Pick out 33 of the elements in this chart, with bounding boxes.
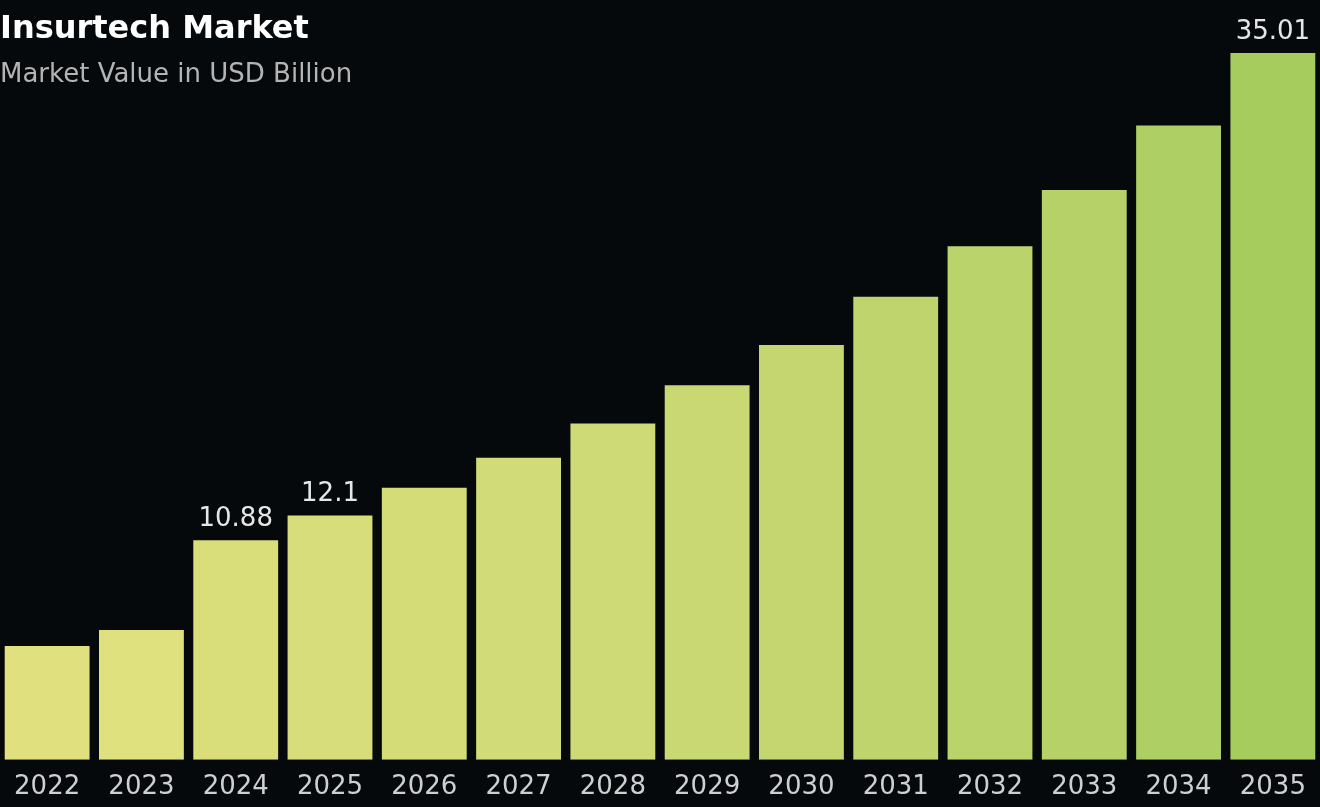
data-label: 35.01 [1235,14,1311,45]
x-tick-label: 2022 [14,770,81,801]
bar [947,246,1033,760]
x-tick-label: 2027 [485,770,552,801]
x-tick-label: 2035 [1239,770,1306,801]
bar [664,385,750,760]
x-tick-label: 2030 [768,770,835,801]
bar [1230,53,1316,760]
x-tick-label: 2028 [579,770,646,801]
x-tick-label: 2023 [108,770,175,801]
x-tick-label: 2033 [1051,770,1118,801]
bar [99,629,184,760]
x-tick-label: 2025 [296,770,364,801]
bar [381,487,467,760]
x-tick-label: 2024 [202,770,269,801]
bar [193,540,279,760]
bar [1041,189,1127,760]
bar [570,423,656,760]
x-tick-label: 2031 [862,770,929,801]
x-tick-label: 2032 [956,770,1024,801]
x-tick-label: 2034 [1145,770,1212,801]
chart-subtitle: Market Value in USD Billion [0,58,353,88]
x-tick-label: 2026 [391,770,458,801]
bar [4,645,90,760]
bar [287,515,373,760]
bar [476,457,561,760]
data-label: 10.88 [198,501,273,532]
bar [1136,125,1221,760]
data-label: 12.1 [301,477,359,508]
chart-title: Insurtech Market [0,8,309,46]
x-tick-label: 2029 [674,770,741,801]
bar [759,344,844,760]
bar [853,296,939,760]
